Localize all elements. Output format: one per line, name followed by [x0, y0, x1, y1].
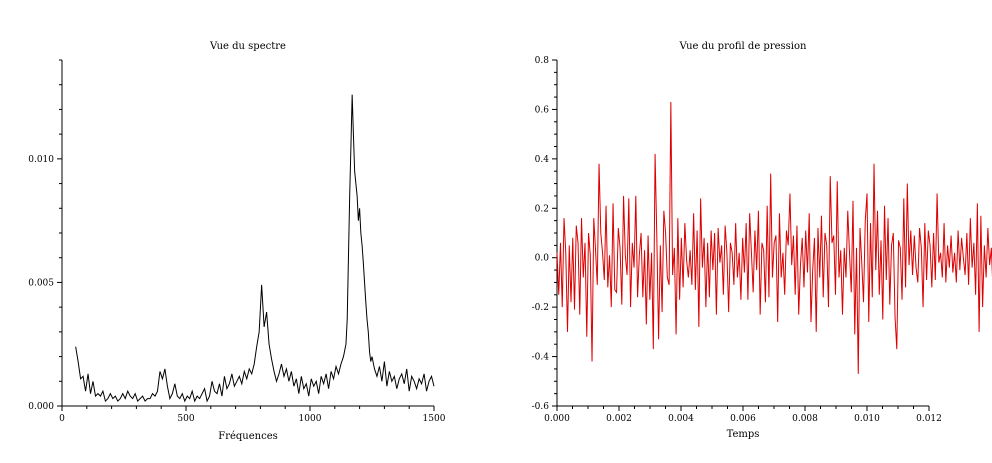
spectrum-chart: Vue du spectre 0 500 1000 1500 0.000 0.005 0.01… — [28, 41, 445, 442]
pressure-x-tick-label: 0.006 — [730, 414, 756, 424]
spectrum-x-tick-label: 500 — [177, 414, 194, 424]
pressure-x-tick-label: 0.012 — [916, 414, 942, 424]
pressure-x-label: Temps — [727, 429, 760, 440]
pressure-profile-chart: Vue du profil de pression 0.000 0.002 0.004… — [532, 41, 992, 440]
spectrum-title: Vue du spectre — [209, 41, 286, 52]
pressure-y-tick-label: 0.4 — [535, 155, 550, 165]
spectrum-x-label: Fréquences — [218, 431, 278, 442]
spectrum-y-tick-label: 0.005 — [28, 278, 54, 288]
pressure-y-tick-label: -0.4 — [532, 353, 550, 363]
pressure-y-tick-label: 0.2 — [535, 204, 549, 214]
spectrum-series-line — [75, 94, 435, 403]
pressure-y-tick-label: -0.2 — [532, 303, 549, 313]
spectrum-x-tick-label: 0 — [59, 414, 65, 424]
pressure-x-tick-label: 0.010 — [854, 414, 880, 424]
pressure-x-tick-label: 0.002 — [606, 414, 632, 424]
spectrum-y-tick-label: 0.000 — [28, 402, 54, 412]
pressure-x-tick-label: 0.004 — [668, 414, 694, 424]
pressure-y-tick-label: -0.6 — [532, 402, 550, 412]
pressure-series-line — [556, 102, 992, 374]
pressure-x-tick-label: 0.000 — [544, 414, 570, 424]
spectrum-y-tick-label: 0.010 — [28, 155, 54, 165]
pressure-y-tick-label: 0.8 — [535, 56, 550, 66]
pressure-x-tick-label: 0.008 — [792, 414, 818, 424]
spectrum-x-tick-label: 1500 — [423, 414, 446, 424]
spectrum-x-tick-label: 1000 — [299, 414, 322, 424]
pressure-title: Vue du profil de pression — [679, 41, 807, 52]
pressure-y-tick-label: 0.6 — [535, 105, 550, 115]
pressure-y-tick-label: 0.0 — [535, 254, 550, 264]
